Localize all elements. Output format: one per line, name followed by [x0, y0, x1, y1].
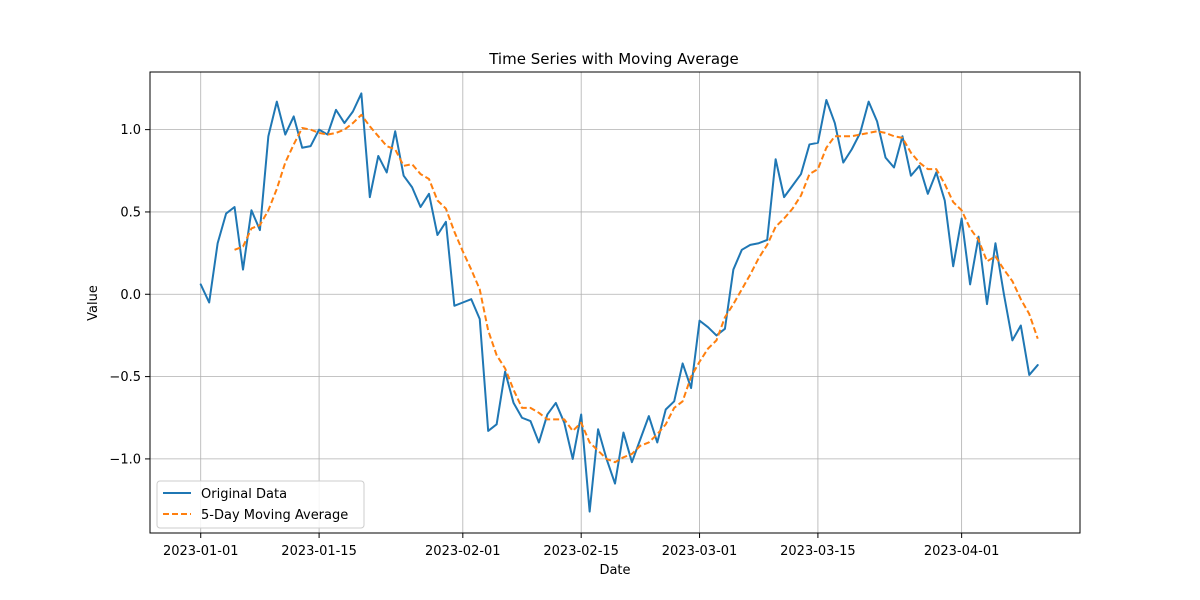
legend-box: [156, 480, 365, 529]
x-tick-label: 2023-01-01: [163, 544, 239, 559]
x-axis-ticks: 2023-01-01 2023-01-15 2023-02-01 2023-02-15…: [163, 533, 999, 559]
legend: Original Data 5-Day Moving Average: [156, 480, 365, 529]
x-tick-label: 2023-02-15: [543, 544, 619, 559]
y-tick-label: 1.0: [120, 123, 141, 138]
legend-label-original-data: Original Data: [201, 487, 287, 502]
y-tick-label: 0.5: [120, 205, 141, 220]
x-tick-label: 2023-03-15: [780, 544, 856, 559]
series-layer: [199, 92, 1039, 513]
x-tick-label: 2023-03-01: [662, 544, 738, 559]
plot-frame: [149, 71, 1081, 534]
y-axis-ticks: −1.0 −0.5 0.0 0.5 1.0: [109, 123, 150, 467]
x-tick-label: 2023-04-01: [924, 544, 1000, 559]
y-tick-label: −1.0: [109, 452, 141, 467]
y-axis-label: Value: [86, 285, 101, 321]
legend-label-moving-average: 5-Day Moving Average: [201, 508, 348, 523]
x-axis-label: Date: [599, 563, 630, 578]
x-tick-label: 2023-02-01: [425, 544, 501, 559]
y-tick-label: −0.5: [109, 370, 141, 385]
y-tick-label: 0.0: [120, 288, 141, 303]
chart-title: Time Series with Moving Average: [488, 50, 739, 68]
series-line-original-data: [199, 92, 1039, 513]
x-tick-label: 2023-01-15: [281, 544, 357, 559]
